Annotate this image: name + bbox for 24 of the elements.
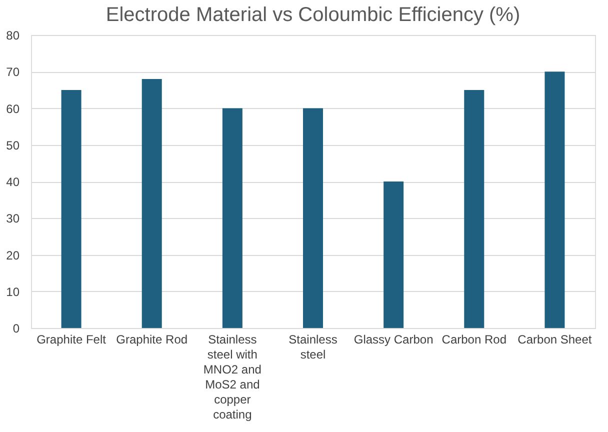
y-tick-label: 10 [6,284,20,299]
x-tick-label: Graphite Rod [116,332,188,346]
chart-title: Electrode Material vs Coloumbic Efficiency (%) [106,4,520,26]
x-tick-label: Stainless steel with MNO2 and MoS2 and copper coating [203,332,262,422]
x-tick-label: Graphite Felt [36,332,107,346]
y-tick-label: 20 [6,248,20,262]
bar [222,108,242,328]
y-tick-label: 0 [12,322,20,336]
bar [303,108,323,328]
y-tick-label: 50 [6,138,20,152]
bar [61,90,82,328]
x-tick-label: Stainless steel [288,332,338,362]
y-tick-label: 40 [6,175,20,189]
x-tick-label: Carbon Sheet [518,332,592,346]
bar [384,182,404,328]
x-tick-label: Carbon Rod [442,332,506,346]
y-tick-label: 60 [6,102,20,116]
bar [464,90,484,328]
x-tick-label: Glassy Carbon [354,332,434,346]
y-tick-label: 80 [6,28,20,42]
y-tick-label: 30 [6,212,20,226]
bar [142,78,162,328]
y-tick-label: 70 [6,65,20,80]
bar [544,72,565,328]
